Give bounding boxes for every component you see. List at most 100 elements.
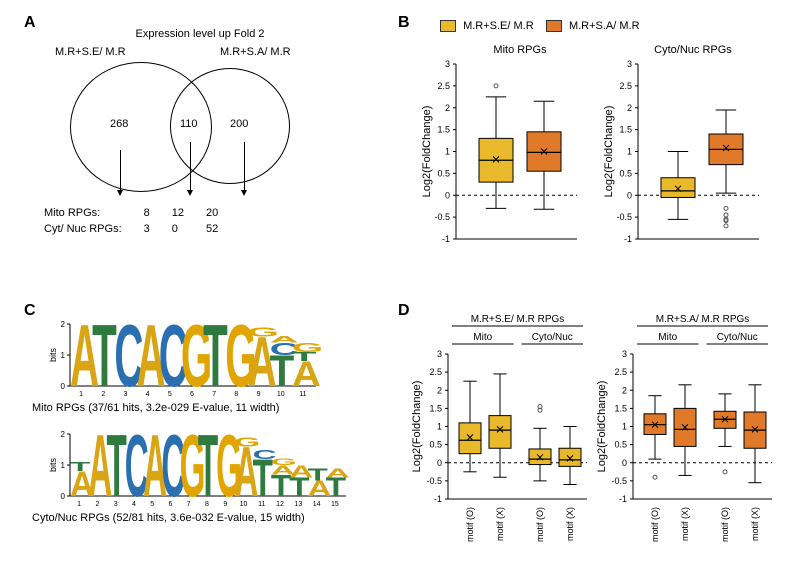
svg-text:bits: bits bbox=[48, 348, 58, 363]
svg-text:-0.5: -0.5 bbox=[434, 212, 450, 222]
svg-text:0: 0 bbox=[622, 458, 627, 468]
svg-text:2.5: 2.5 bbox=[429, 367, 442, 377]
venn-title: Expression level up Fold 2 bbox=[90, 28, 310, 40]
svg-text:motif (O): motif (O) bbox=[535, 507, 545, 542]
venn-arrow-r bbox=[244, 142, 245, 190]
svg-text:motif (O): motif (O) bbox=[465, 507, 475, 542]
svg-text:0.5: 0.5 bbox=[437, 168, 450, 178]
svg-text:M.R+S.E/ M.R RPGs: M.R+S.E/ M.R RPGs bbox=[471, 314, 565, 325]
panel-d-label: D bbox=[398, 302, 410, 320]
svg-text:Log2(FoldChange): Log2(FoldChange) bbox=[421, 106, 433, 198]
svg-text:3: 3 bbox=[445, 59, 450, 69]
svg-text:0.5: 0.5 bbox=[429, 440, 442, 450]
svg-text:1: 1 bbox=[437, 422, 442, 432]
svg-text:T: T bbox=[92, 306, 117, 405]
venn-int-count: 110 bbox=[180, 118, 198, 130]
b-left-title: Mito RPGs bbox=[460, 44, 580, 56]
svg-text:motif (O): motif (O) bbox=[720, 507, 730, 542]
legend-orange-label: M.R+S.A/ M.R bbox=[569, 20, 640, 32]
motif-logo-bot: 012bits1AT2A3T4C5A6C7G8T9G10AG11TC12TAG1… bbox=[48, 430, 348, 510]
svg-text:2: 2 bbox=[61, 430, 66, 439]
venn-arrowhead-m bbox=[187, 190, 193, 196]
rpg-mito-1: 12 bbox=[162, 206, 194, 220]
svg-text:1.5: 1.5 bbox=[614, 403, 627, 413]
svg-text:-0.5: -0.5 bbox=[611, 476, 627, 486]
venn-right-count: 200 bbox=[230, 118, 248, 130]
d-right-chart: -1-0.500.511.522.53Log2(FoldChange)motif… bbox=[595, 308, 780, 553]
svg-text:0: 0 bbox=[61, 492, 66, 501]
svg-text:3: 3 bbox=[622, 349, 627, 359]
venn-right-label: M.R+S.A/ M.R bbox=[220, 46, 340, 58]
rpg-row-mito: Mito RPGs: 8 12 20 bbox=[44, 206, 228, 220]
svg-text:T: T bbox=[198, 417, 218, 516]
svg-text:0.5: 0.5 bbox=[614, 440, 627, 450]
svg-text:1.5: 1.5 bbox=[437, 125, 450, 135]
svg-text:14: 14 bbox=[313, 501, 321, 508]
svg-text:motif (X): motif (X) bbox=[680, 507, 690, 541]
rpg-cyt-1: 0 bbox=[162, 222, 194, 236]
svg-text:M.R+S.A/ M.R RPGs: M.R+S.A/ M.R RPGs bbox=[656, 314, 750, 325]
venn-arrowhead-r bbox=[241, 190, 247, 196]
svg-text:-1: -1 bbox=[442, 234, 450, 244]
b-right-title: Cyto/Nuc RPGs bbox=[628, 44, 758, 56]
svg-text:-0.5: -0.5 bbox=[616, 212, 632, 222]
svg-text:2: 2 bbox=[445, 103, 450, 113]
svg-text:2.5: 2.5 bbox=[437, 81, 450, 91]
svg-text:1.5: 1.5 bbox=[429, 403, 442, 413]
svg-text:Log2(FoldChange): Log2(FoldChange) bbox=[603, 106, 615, 198]
venn-arrow-l bbox=[120, 150, 121, 190]
svg-text:2: 2 bbox=[622, 385, 627, 395]
b-right-chart: -1-0.500.511.522.53Log2(FoldChange) bbox=[602, 58, 767, 253]
svg-text:motif (O): motif (O) bbox=[650, 507, 660, 542]
svg-text:3: 3 bbox=[627, 59, 632, 69]
svg-text:G: G bbox=[292, 340, 323, 355]
svg-text:1: 1 bbox=[445, 147, 450, 157]
svg-text:A: A bbox=[326, 466, 350, 481]
d-left-chart: -1-0.500.511.522.53Log2(FoldChange)motif… bbox=[410, 308, 595, 553]
svg-text:1: 1 bbox=[61, 461, 66, 470]
svg-text:0: 0 bbox=[627, 190, 632, 200]
legend-swatch-yellow bbox=[440, 20, 456, 32]
svg-text:2.5: 2.5 bbox=[614, 367, 627, 377]
svg-text:motif (X): motif (X) bbox=[750, 507, 760, 541]
svg-text:bits: bits bbox=[48, 458, 58, 473]
svg-text:-1: -1 bbox=[624, 234, 632, 244]
svg-text:Cyto/Nuc: Cyto/Nuc bbox=[717, 332, 758, 343]
venn-left-label: M.R+S.E/ M.R bbox=[55, 46, 175, 58]
svg-text:0: 0 bbox=[437, 458, 442, 468]
panel-c-label: C bbox=[24, 302, 36, 320]
panel-b-label: B bbox=[398, 14, 410, 32]
svg-text:Cyto/Nuc: Cyto/Nuc bbox=[532, 332, 573, 343]
svg-text:1: 1 bbox=[61, 351, 66, 360]
svg-text:Mito: Mito bbox=[473, 332, 492, 343]
svg-text:0: 0 bbox=[61, 382, 66, 391]
svg-text:Log2(FoldChange): Log2(FoldChange) bbox=[411, 381, 423, 473]
venn-left-count: 268 bbox=[110, 118, 128, 130]
svg-text:T: T bbox=[107, 417, 127, 516]
motif-logo-top: 012bits1A2T3C4A5C6G7T8G9AG10TCA11ATG bbox=[48, 320, 318, 400]
rpg-row-cyt: Cyt/ Nuc RPGs: 3 0 52 bbox=[44, 222, 228, 236]
rpg-mito-label: Mito RPGs: bbox=[44, 206, 132, 220]
svg-text:2: 2 bbox=[627, 103, 632, 113]
rpg-cyt-2: 52 bbox=[196, 222, 228, 236]
venn-arrow-m bbox=[190, 142, 191, 190]
svg-text:-0.5: -0.5 bbox=[426, 476, 442, 486]
svg-text:1: 1 bbox=[622, 422, 627, 432]
rpg-cyt-0: 3 bbox=[134, 222, 160, 236]
svg-text:2.5: 2.5 bbox=[619, 81, 632, 91]
svg-text:T: T bbox=[70, 460, 91, 475]
rpg-table: Mito RPGs: 8 12 20 Cyt/ Nuc RPGs: 3 0 52 bbox=[42, 204, 230, 238]
svg-text:Log2(FoldChange): Log2(FoldChange) bbox=[596, 381, 608, 473]
legend-swatch-orange bbox=[546, 20, 562, 32]
legend-b: M.R+S.E/ M.R M.R+S.A/ M.R bbox=[440, 20, 640, 32]
figure-root: A B C D Expression level up Fold 2 M.R+S… bbox=[0, 0, 787, 579]
svg-text:2: 2 bbox=[437, 385, 442, 395]
b-left-chart: -1-0.500.511.522.53Log2(FoldChange) bbox=[420, 58, 585, 253]
svg-text:motif (X): motif (X) bbox=[565, 507, 575, 541]
legend-yellow-label: M.R+S.E/ M.R bbox=[463, 20, 534, 32]
svg-text:3: 3 bbox=[437, 349, 442, 359]
panel-a-label: A bbox=[24, 14, 36, 32]
svg-text:T: T bbox=[307, 465, 327, 485]
venn-diagram: 268 110 200 bbox=[70, 62, 330, 202]
rpg-mito-0: 8 bbox=[134, 206, 160, 220]
